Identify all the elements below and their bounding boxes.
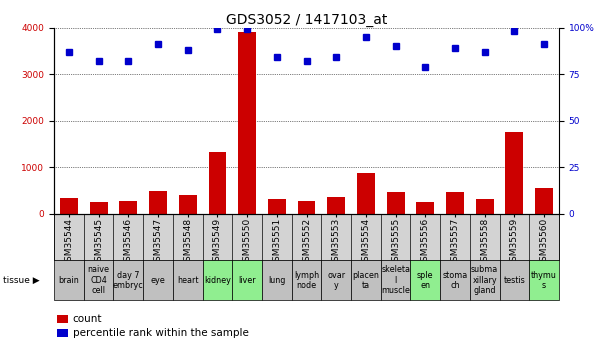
Text: stoma
ch: stoma ch [442,270,468,290]
Bar [357,173,375,214]
Bar [120,201,137,214]
Text: naive
CD4
cell: naive CD4 cell [88,265,109,295]
Bar [328,197,345,214]
Bar [90,202,108,214]
Text: thymu
s: thymu s [531,270,557,290]
Text: day 7
embryc: day 7 embryc [113,270,144,290]
Bar [446,193,464,214]
Text: liver: liver [239,276,256,285]
Bar [386,191,404,214]
Text: count: count [73,314,102,324]
Bar [268,198,285,214]
Bar [416,202,434,214]
Text: lymph
node: lymph node [294,270,319,290]
Text: skeleta
l
muscle: skeleta l muscle [381,265,410,295]
Title: GDS3052 / 1417103_at: GDS3052 / 1417103_at [226,12,387,27]
Text: heart: heart [177,276,198,285]
Text: ovar
y: ovar y [327,270,345,290]
Text: testis: testis [504,276,525,285]
Bar [238,32,256,214]
Text: sple
en: sple en [417,270,433,290]
Bar [476,199,493,214]
Bar [209,152,227,214]
Text: kidney: kidney [204,276,231,285]
Bar [535,188,553,214]
Text: lung: lung [268,276,285,285]
Text: eye: eye [151,276,165,285]
Text: subma
xillary
gland: subma xillary gland [471,265,498,295]
Text: brain: brain [58,276,79,285]
Bar [179,195,197,214]
Bar [60,198,78,214]
Bar [297,201,316,214]
Text: placen
ta: placen ta [352,270,379,290]
Bar [505,132,523,214]
Bar [149,191,167,214]
Text: tissue ▶: tissue ▶ [3,276,40,285]
Text: percentile rank within the sample: percentile rank within the sample [73,328,249,338]
